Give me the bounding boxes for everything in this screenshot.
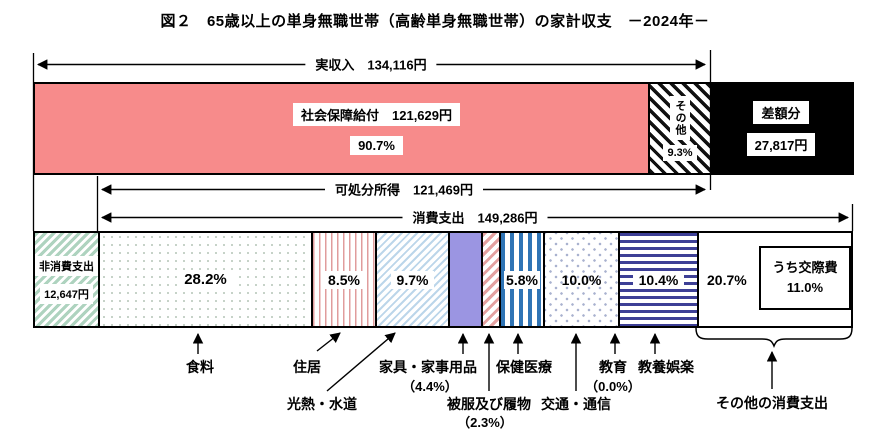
other-consumption-brace — [695, 327, 853, 349]
housing-percent: 8.5% — [322, 270, 366, 289]
segment-food: 28.2% — [98, 233, 311, 326]
non-consumption-value: 12,647円 — [40, 283, 93, 304]
segment-recreation: 10.4% — [618, 233, 697, 326]
social-expenses-percent: 11.0% — [786, 280, 824, 295]
medical-percent: 5.8% — [504, 270, 540, 289]
segment-transport: 10.0% — [543, 233, 618, 326]
segment-non-consumption: 非消費支出 12,647円 — [35, 233, 98, 326]
label-food: 食料 — [186, 359, 214, 375]
segment-other-income: その他 9.3% — [648, 84, 710, 173]
other-income-label: その他 — [670, 96, 690, 140]
label-clothing-percent: （2.3%） — [457, 415, 513, 430]
non-consumption-label: 非消費支出 — [35, 255, 98, 276]
segment-housing: 8.5% — [311, 233, 375, 326]
consumption-span-label: 消費支出 149,286円 — [402, 207, 548, 227]
social-expenses-box: うち交際費 11.0% — [759, 246, 851, 310]
segment-deficit: 差額分 27,817円 — [710, 84, 852, 173]
social-expenses-label: うち交際費 — [772, 259, 838, 275]
label-furniture: 家具・家事用品 — [379, 359, 477, 375]
label-furniture-percent: （4.4%） — [402, 379, 458, 394]
deficit-value: 27,817円 — [746, 133, 816, 156]
utilities-percent: 9.7% — [390, 270, 435, 289]
label-transport: 交通・通信 — [541, 396, 611, 412]
segment-medical: 5.8% — [499, 233, 543, 326]
segment-furniture — [448, 233, 481, 326]
recreation-percent: 10.4% — [632, 270, 685, 289]
label-other-consumption: その他の消費支出 — [716, 395, 828, 411]
chart-title: 図２ 65歳以上の単身無職世帯（高齢単身無職世帯）の家計収支 －2024年－ — [160, 13, 710, 30]
segment-utilities: 9.7% — [375, 233, 448, 326]
segment-clothing — [481, 233, 499, 326]
disposable-income-span-label: 可処分所得 121,469円 — [325, 179, 483, 199]
segment-social-security: 社会保障給付 121,629円 90.7% — [35, 84, 648, 173]
income-bar: 社会保障給付 121,629円 90.7% その他 9.3% 差額分 27,81… — [33, 82, 854, 175]
label-housing: 住居 — [293, 359, 321, 375]
social-security-label: 社会保障給付 121,629円 — [293, 102, 460, 126]
label-education-percent: （0.0%） — [585, 379, 641, 394]
transport-percent: 10.0% — [561, 271, 602, 288]
label-clothing: 被服及び履物 — [447, 396, 531, 412]
other-consumption-percent: 20.7% — [707, 271, 747, 288]
other-income-percent: 9.3% — [663, 145, 697, 161]
food-percent: 28.2% — [178, 270, 233, 289]
deficit-label: 差額分 — [753, 101, 809, 124]
real-income-span-label: 実収入 134,116円 — [305, 54, 437, 74]
label-medical: 保健医療 — [496, 359, 552, 375]
label-utilities: 光熱・水道 — [287, 396, 357, 412]
label-recreation: 教養娯楽 — [638, 359, 694, 375]
social-security-percent: 90.7% — [350, 135, 403, 155]
expense-bar: 非消費支出 12,647円 28.2% 8.5% 9.7% 5.8% 10.0%… — [33, 231, 853, 328]
label-education: 教育 — [599, 359, 627, 375]
